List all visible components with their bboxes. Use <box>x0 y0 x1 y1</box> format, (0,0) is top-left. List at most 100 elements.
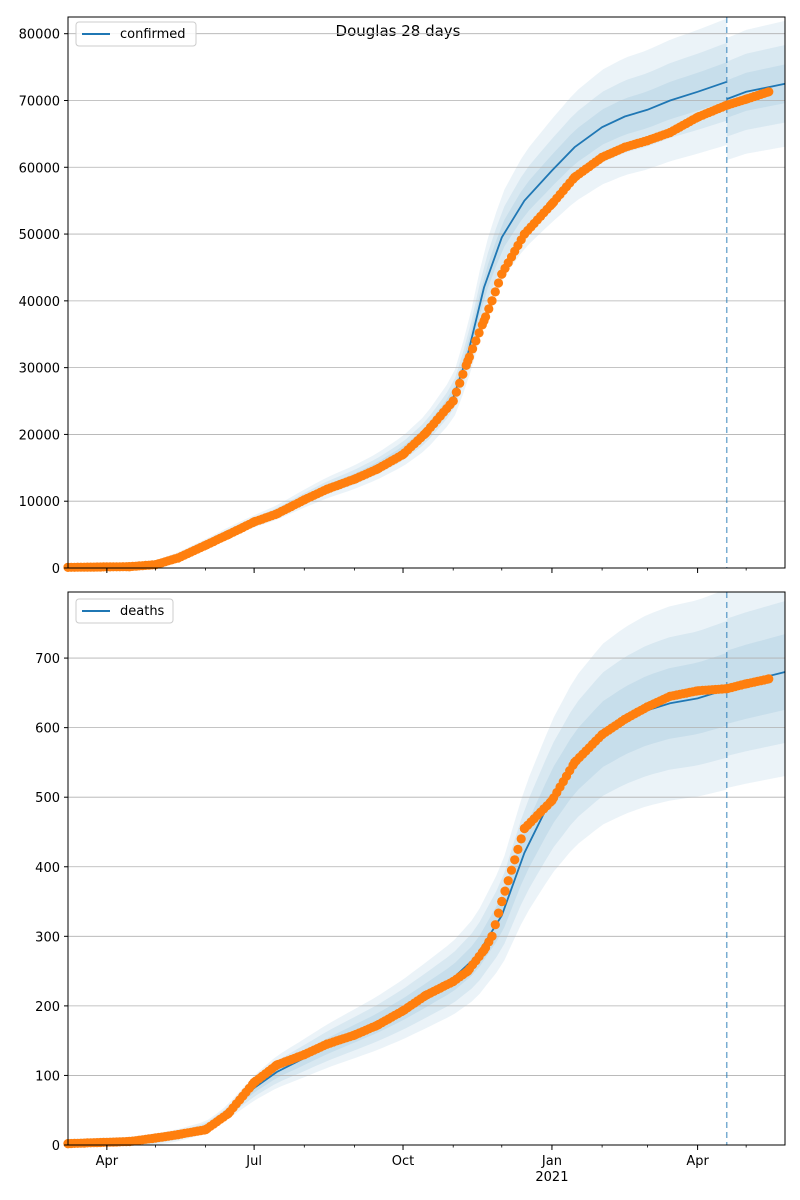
confirmed-point <box>471 336 481 346</box>
confirmed-panel: 0 10000 20000 30000 40000 50000 60000 70000 8000… <box>19 16 786 577</box>
deaths-ytick-label-4: 400 <box>35 861 60 876</box>
deaths-point <box>448 976 458 987</box>
confirmed-point <box>272 509 282 519</box>
confirmed-point <box>201 540 211 550</box>
confirmed-band-1-0 <box>68 42 727 568</box>
confirmed-point <box>722 100 732 110</box>
deaths-band-0-1 <box>726 592 785 788</box>
deaths-point <box>299 1050 309 1060</box>
confirmed-point <box>741 94 751 104</box>
deaths-bands <box>68 592 785 1145</box>
confirmed-point <box>490 287 500 297</box>
confirmed-point <box>173 553 183 563</box>
confirmed-ytick-label-7: 70000 <box>19 94 60 109</box>
confirmed-band-2-0 <box>68 62 727 569</box>
deaths-point <box>642 702 653 712</box>
figure-title: Douglas 28 days <box>336 22 461 40</box>
confirmed-ytick-label-4: 40000 <box>19 295 60 310</box>
confirmed-point <box>458 369 468 379</box>
deaths-point <box>597 730 607 740</box>
confirmed-ytick-label-3: 30000 <box>19 362 60 377</box>
deaths-point <box>570 757 580 768</box>
confirmed-point <box>479 316 489 326</box>
deaths-point <box>500 886 510 896</box>
deaths-point <box>693 686 703 696</box>
deaths-xtick-label-4: Apr <box>686 1154 709 1169</box>
deaths-point <box>764 674 774 684</box>
deaths-point <box>620 714 630 724</box>
confirmed-point <box>620 142 630 152</box>
deaths-point <box>398 1006 408 1016</box>
deaths-point <box>741 679 751 689</box>
confirmed-point <box>322 484 332 494</box>
confirmed-point <box>349 474 360 484</box>
deaths-point <box>421 990 431 1001</box>
confirmed-band-0-0 <box>68 18 727 569</box>
confirmed-point <box>455 378 465 388</box>
deaths-point <box>479 945 489 955</box>
confirmed-point <box>764 87 774 97</box>
deaths-point <box>547 796 557 806</box>
deaths-band-0-0 <box>68 592 727 1145</box>
confirmed-point <box>451 387 461 397</box>
confirmed-ytick-label-6: 60000 <box>19 161 60 176</box>
confirmed-ytick-label-2: 20000 <box>19 428 60 443</box>
deaths-xtick-sublabel-3: 2021 <box>535 1170 568 1185</box>
confirmed-point <box>547 199 557 209</box>
deaths-point <box>665 691 675 701</box>
confirmed-point <box>398 449 408 460</box>
deaths-ytick-label-0: 0 <box>52 1139 60 1154</box>
confirmed-point <box>597 152 607 162</box>
deaths-point <box>272 1060 282 1070</box>
confirmed-point <box>474 328 484 338</box>
confirmed-ytick-label-0: 0 <box>52 562 60 577</box>
deaths-point <box>497 896 507 907</box>
confirmed-point <box>665 127 675 138</box>
confirmed-point <box>570 172 580 182</box>
deaths-xtick-label-1: Jul <box>245 1154 262 1169</box>
deaths-axes-frame <box>67 591 786 1146</box>
confirmed-point <box>463 356 473 366</box>
confirmed-point <box>249 517 259 527</box>
confirmed-legend-box <box>75 21 197 47</box>
confirmed-band-1-1 <box>726 45 785 137</box>
confirmed-ytick-label-5: 50000 <box>19 228 60 243</box>
deaths-point <box>150 1133 160 1143</box>
deaths-point <box>322 1039 332 1049</box>
deaths-point <box>201 1125 211 1135</box>
deaths-ytick-label-6: 600 <box>35 722 60 737</box>
deaths-point <box>490 920 500 930</box>
confirmed-point <box>223 530 233 540</box>
confirmed-point <box>642 136 653 146</box>
deaths-point <box>223 1109 233 1119</box>
confirmed-point <box>693 112 703 122</box>
deaths-legend-label: deaths <box>120 604 165 619</box>
deaths-ytick-label-2: 200 <box>35 1000 60 1015</box>
confirmed-x-axis <box>106 568 747 573</box>
deaths-point <box>493 908 504 918</box>
confirmed-axes-frame <box>67 16 786 569</box>
deaths-ytick-label-7: 700 <box>35 652 60 667</box>
confirmed-ytick-label-8: 80000 <box>19 28 60 43</box>
confirmed-legend: confirmed <box>75 21 197 47</box>
confirmed-point <box>519 229 530 239</box>
confirmed-point <box>493 278 504 288</box>
deaths-point <box>349 1030 360 1040</box>
deaths-point <box>516 834 526 844</box>
deaths-point <box>510 855 520 865</box>
deaths-observed-points <box>63 674 774 1149</box>
deaths-y-axis: 0 100 200 300 400 500 600 700 <box>35 652 68 1154</box>
deaths-point <box>722 684 732 694</box>
deaths-point <box>506 865 517 875</box>
deaths-band-2-0 <box>68 652 727 1145</box>
deaths-xtick-label-3: Jan <box>541 1154 562 1169</box>
confirmed-ytick-label-1: 10000 <box>19 495 60 510</box>
deaths-point <box>463 966 473 976</box>
confirmed-y-axis: 0 10000 20000 30000 40000 50000 60000 70000 8000… <box>19 28 68 577</box>
confirmed-legend-label: confirmed <box>120 27 186 42</box>
confirmed-point <box>484 304 494 314</box>
deaths-point <box>372 1020 382 1030</box>
confirmed-bands <box>68 18 785 569</box>
